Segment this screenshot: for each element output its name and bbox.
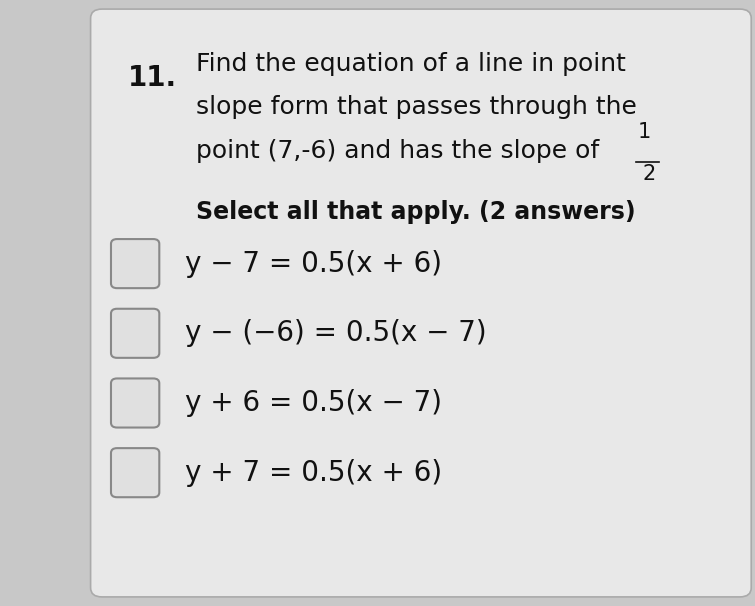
FancyBboxPatch shape bbox=[91, 9, 751, 597]
FancyBboxPatch shape bbox=[111, 239, 159, 288]
Text: y + 6 = 0.5(x − 7): y + 6 = 0.5(x − 7) bbox=[185, 389, 442, 417]
FancyBboxPatch shape bbox=[111, 448, 159, 498]
Text: Select all that apply. (2 answers): Select all that apply. (2 answers) bbox=[196, 200, 636, 224]
FancyBboxPatch shape bbox=[111, 309, 159, 358]
Text: 2: 2 bbox=[643, 164, 656, 184]
Text: y + 7 = 0.5(x + 6): y + 7 = 0.5(x + 6) bbox=[185, 459, 442, 487]
Text: slope form that passes through the: slope form that passes through the bbox=[196, 95, 637, 119]
FancyBboxPatch shape bbox=[111, 378, 159, 428]
Text: point (7,-6) and has the slope of: point (7,-6) and has the slope of bbox=[196, 139, 608, 163]
Text: 11.: 11. bbox=[128, 64, 177, 92]
Text: y − (−6) = 0.5(x − 7): y − (−6) = 0.5(x − 7) bbox=[185, 319, 487, 347]
Text: 1: 1 bbox=[638, 122, 652, 142]
Text: y − 7 = 0.5(x + 6): y − 7 = 0.5(x + 6) bbox=[185, 250, 442, 278]
Text: Find the equation of a line in point: Find the equation of a line in point bbox=[196, 52, 626, 76]
